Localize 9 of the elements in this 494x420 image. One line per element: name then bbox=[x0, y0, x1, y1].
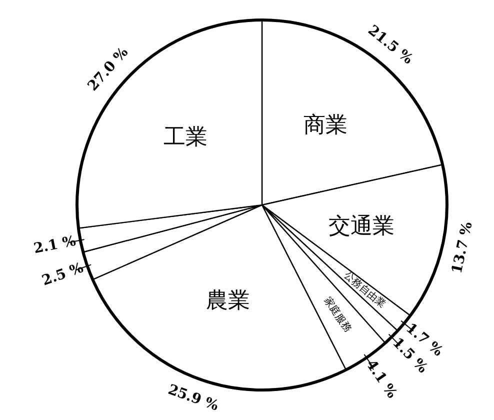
data-label: 2.1 % bbox=[32, 233, 78, 258]
data-label: 4.1 % bbox=[362, 357, 400, 402]
slice-label: 工業 bbox=[164, 125, 208, 150]
data-label: 2.5 % bbox=[40, 260, 86, 290]
slice-label: 農業 bbox=[206, 288, 250, 314]
slice-label: 商業 bbox=[304, 113, 348, 138]
data-label: 25.9 % bbox=[166, 382, 220, 414]
data-label: 13.7 % bbox=[449, 220, 476, 276]
slice-label: 交通業 bbox=[328, 214, 395, 239]
